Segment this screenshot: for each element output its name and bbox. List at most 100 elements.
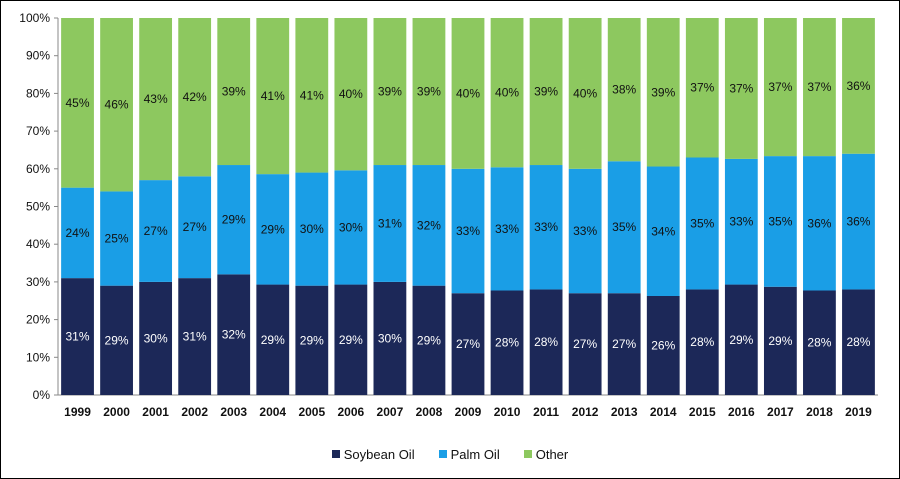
x-tick-label: 2016 <box>728 405 755 419</box>
bar-segment-palm-oil <box>607 161 641 294</box>
data-label-palm-oil: 30% <box>339 220 363 234</box>
x-tick-label: 2011 <box>533 405 559 419</box>
data-label-soybean-oil: 30% <box>144 331 168 345</box>
y-tick-label: 80% <box>26 86 50 100</box>
x-tick-label: 2012 <box>572 405 599 419</box>
bar-segment-soybean-oil <box>139 281 173 395</box>
data-label-palm-oil: 27% <box>183 220 207 234</box>
data-label-soybean-oil: 27% <box>573 337 597 351</box>
bar-segment-other <box>451 18 485 169</box>
data-label-palm-oil: 31% <box>378 216 402 230</box>
bar-segment-soybean-oil <box>178 278 212 395</box>
data-label-soybean-oil: 28% <box>807 336 831 350</box>
bar-segment-palm-oil <box>646 166 680 296</box>
y-tick-label: 30% <box>26 275 50 289</box>
legend-item-soybean-oil: Soybean Oil <box>331 446 415 462</box>
bar-segment-other <box>763 18 797 157</box>
bar-segment-palm-oil <box>803 156 836 291</box>
y-tick-label: 60% <box>26 162 50 176</box>
data-label-soybean-oil: 29% <box>261 333 285 347</box>
bar-segment-other <box>256 18 290 175</box>
data-label-soybean-oil: 29% <box>105 333 129 347</box>
data-label-soybean-oil: 30% <box>378 331 402 345</box>
x-tick-label: 2019 <box>845 405 872 419</box>
data-label-palm-oil: 33% <box>495 222 519 236</box>
legend-label-other: Other <box>535 446 569 462</box>
data-label-other: 41% <box>261 89 285 103</box>
data-label-soybean-oil: 27% <box>612 337 636 351</box>
data-label-other: 40% <box>495 86 519 100</box>
data-label-palm-oil: 34% <box>651 224 675 238</box>
data-label-soybean-oil: 29% <box>729 333 753 347</box>
bar-segment-soybean-oil <box>490 290 524 395</box>
data-label-soybean-oil: 28% <box>846 335 870 349</box>
y-axis-ticks: 0% 10% 20% 30% 40% 50% 60% 70% 80% 90% 100% <box>19 11 58 402</box>
data-label-palm-oil: 25% <box>105 232 129 246</box>
bar-segment-palm-oil <box>842 153 875 290</box>
data-label-palm-oil: 35% <box>768 214 792 228</box>
bars-group: 31% 24% 45% 29% 25% 46% 30% 27% 43% 31% 27% 42% 32% 2… <box>61 18 875 395</box>
bar-segment-palm-oil <box>373 165 407 282</box>
x-tick-label: 2006 <box>338 405 365 419</box>
x-tick-label: 2015 <box>689 405 716 419</box>
x-tick-label: 2014 <box>650 405 677 419</box>
bar-segment-palm-oil <box>412 165 446 286</box>
data-label-other: 39% <box>222 85 246 99</box>
bar-segment-other <box>178 18 212 177</box>
data-label-other: 37% <box>729 81 753 95</box>
data-label-other: 41% <box>300 88 324 102</box>
y-tick-label: 90% <box>26 49 50 63</box>
x-tick-label: 2017 <box>767 405 794 419</box>
data-label-palm-oil: 29% <box>222 213 246 227</box>
y-tick-label: 70% <box>26 124 50 138</box>
bar-segment-palm-oil <box>100 191 133 286</box>
data-label-other: 39% <box>534 85 558 99</box>
y-tick-label: 100% <box>19 11 50 25</box>
data-label-other: 40% <box>573 86 597 100</box>
x-tick-label: 2001 <box>142 405 169 419</box>
bar-segment-palm-oil <box>568 168 602 294</box>
data-label-other: 37% <box>807 80 831 94</box>
data-label-other: 40% <box>456 86 480 100</box>
data-label-palm-oil: 33% <box>456 224 480 238</box>
data-label-other: 36% <box>846 79 870 93</box>
bar-segment-palm-oil <box>451 168 485 294</box>
x-tick-label: 1999 <box>64 405 91 419</box>
bar-segment-soybean-oil <box>295 285 329 395</box>
data-label-soybean-oil: 29% <box>417 333 441 347</box>
x-tick-label: 2010 <box>494 405 521 419</box>
data-label-soybean-oil: 28% <box>534 335 558 349</box>
data-label-other: 46% <box>105 98 129 112</box>
data-label-palm-oil: 33% <box>573 224 597 238</box>
bar-segment-other <box>412 18 446 166</box>
bar-segment-palm-oil <box>529 165 563 290</box>
bar-segment-soybean-oil <box>256 284 290 395</box>
data-label-soybean-oil: 32% <box>222 328 246 342</box>
bar-segment-other <box>61 18 94 188</box>
data-label-other: 40% <box>339 87 363 101</box>
legend-swatch-other <box>523 450 532 458</box>
y-tick-label: 40% <box>26 237 50 251</box>
x-tick-label: 2003 <box>220 405 247 419</box>
data-label-other: 43% <box>144 92 168 106</box>
x-tick-label: 2002 <box>181 405 208 419</box>
bar-segment-soybean-oil <box>568 293 602 395</box>
x-tick-label: 2018 <box>806 405 833 419</box>
data-label-palm-oil: 32% <box>417 218 441 232</box>
data-label-soybean-oil: 27% <box>456 337 480 351</box>
bar-segment-soybean-oil <box>451 293 485 395</box>
x-tick-label: 2007 <box>377 405 404 419</box>
x-tick-label: 2008 <box>416 405 443 419</box>
legend-swatch-soybean-oil <box>331 450 340 458</box>
data-label-other: 37% <box>690 81 714 95</box>
legend-label-soybean-oil: Soybean Oil <box>343 446 415 462</box>
y-tick-label: 50% <box>26 200 50 214</box>
bar-segment-palm-oil <box>724 158 758 285</box>
x-tick-label: 2009 <box>455 405 482 419</box>
legend-swatch-palm-oil <box>438 450 447 458</box>
data-label-other: 39% <box>378 85 402 99</box>
y-tick-label: 0% <box>33 388 51 402</box>
y-tick-label: 20% <box>26 313 50 327</box>
bar-segment-other <box>646 18 680 167</box>
